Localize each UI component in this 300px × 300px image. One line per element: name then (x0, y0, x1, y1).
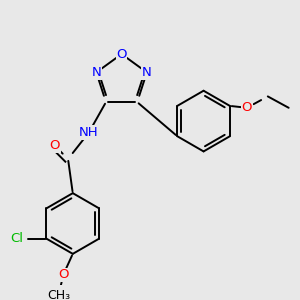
Text: N: N (142, 66, 152, 79)
Text: O: O (242, 101, 252, 114)
Text: O: O (116, 48, 127, 61)
Text: Cl: Cl (10, 232, 23, 245)
Text: N: N (92, 66, 101, 79)
Text: CH₃: CH₃ (47, 289, 70, 300)
Text: O: O (58, 268, 68, 281)
Text: NH: NH (79, 126, 99, 139)
Text: O: O (50, 139, 60, 152)
